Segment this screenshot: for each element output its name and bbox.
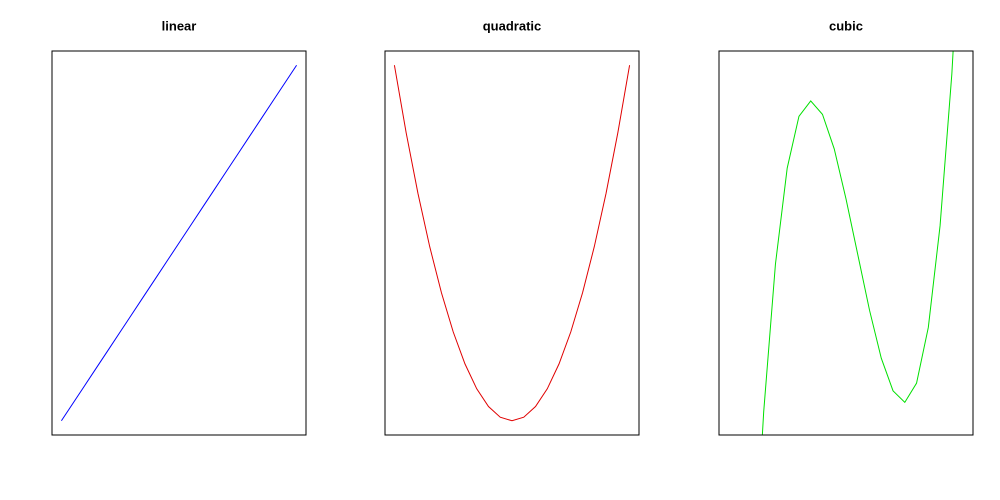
panel: quadratic: [384, 18, 640, 436]
panel: linear: [51, 18, 307, 436]
plot-frame: [718, 50, 974, 436]
plot-frame: [384, 50, 640, 436]
chart-title: quadratic: [483, 18, 542, 33]
line-series: [60, 64, 298, 422]
chart-title: cubic: [829, 18, 863, 33]
line-series: [761, 51, 954, 435]
plot-frame: [51, 50, 307, 436]
chart-title: linear: [162, 18, 197, 33]
line-series: [393, 65, 631, 422]
panel: cubic: [718, 18, 974, 436]
